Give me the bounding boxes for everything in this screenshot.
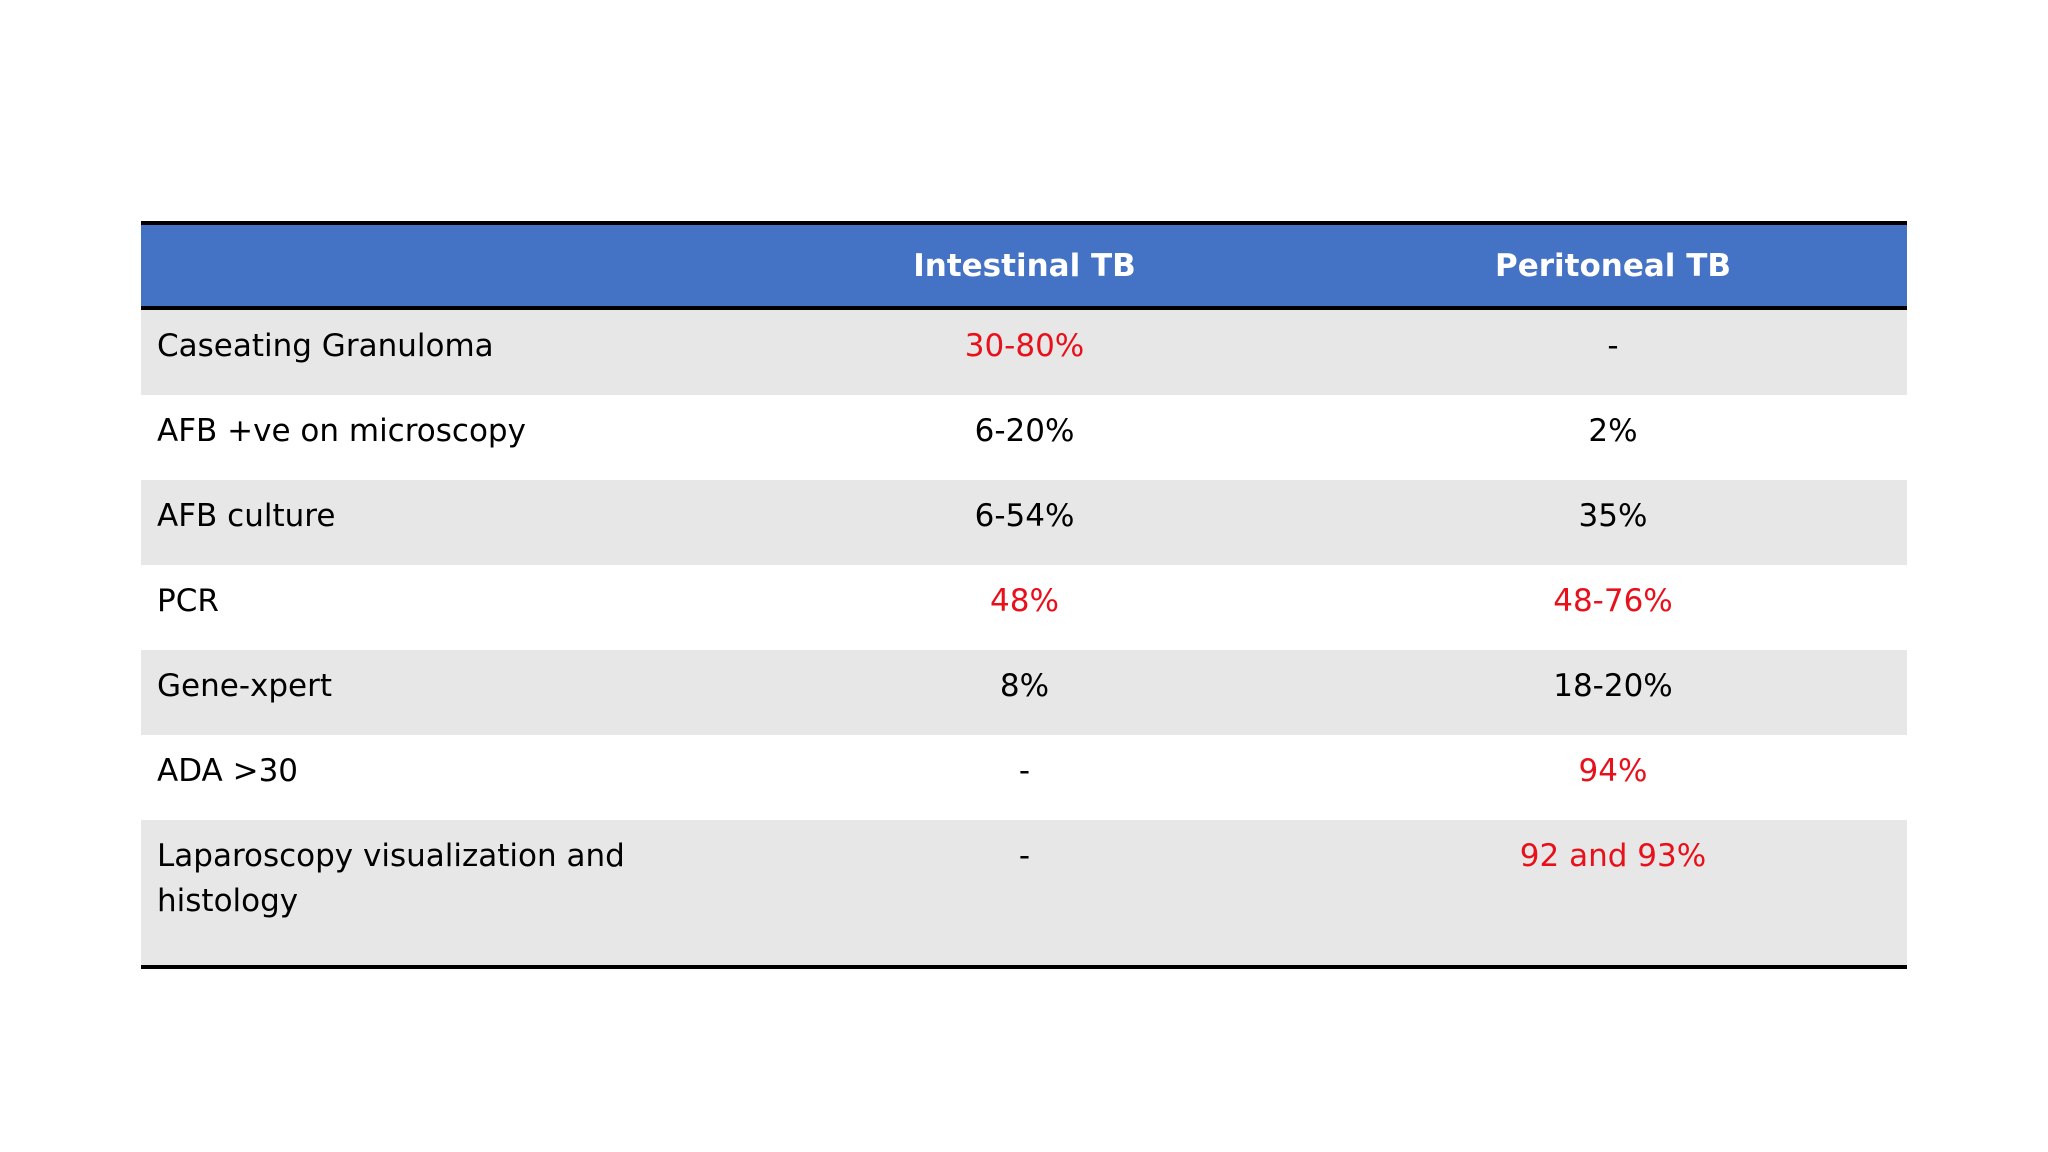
row-label: PCR xyxy=(157,583,219,619)
data-table: Intestinal TB Peritoneal TB Caseating Gr… xyxy=(141,221,1907,969)
table-row: Laparoscopy visualization and histology -… xyxy=(141,820,1907,967)
table-row: AFB +ve on microscopy 6-20% 2% xyxy=(141,395,1907,480)
table-cell: 2% xyxy=(1588,413,1638,449)
table-cell: 30-80% xyxy=(730,308,1319,395)
table-row: AFB culture 6-54% 35% xyxy=(141,480,1907,565)
row-label: ADA >30 xyxy=(157,753,299,789)
row-label: Laparoscopy visualization and histology xyxy=(141,820,730,967)
header-cell: Peritoneal TB xyxy=(1319,223,1907,310)
row-label: AFB culture xyxy=(141,480,730,565)
table-cell: - xyxy=(730,820,1319,967)
table-cell: 35% xyxy=(1319,480,1907,565)
table-cell: 48-76% xyxy=(1553,583,1673,619)
table-cell: - xyxy=(1018,753,1031,789)
table-cell: 6-20% xyxy=(974,413,1075,449)
table-cell: 8% xyxy=(730,650,1319,735)
table-body: Caseating Granuloma 30-80% - AFB +ve on mic… xyxy=(141,308,1907,967)
table-cell: 92 and 93% xyxy=(1319,820,1907,967)
table-cell: 48% xyxy=(990,583,1059,619)
table-row: Caseating Granuloma 30-80% - xyxy=(141,308,1907,395)
table-row: PCR 48% 48-76% xyxy=(141,565,1907,650)
header-cell: Intestinal TB xyxy=(730,223,1319,310)
table-row: ADA >30 - 94% xyxy=(141,735,1907,820)
row-label: AFB +ve on microscopy xyxy=(157,413,526,449)
header-cell-empty xyxy=(141,223,730,310)
table-cell: - xyxy=(1319,308,1907,395)
table-row: Gene-xpert 8% 18-20% xyxy=(141,650,1907,735)
row-label: Caseating Granuloma xyxy=(141,308,730,395)
table-cell: 18-20% xyxy=(1319,650,1907,735)
header-row: Intestinal TB Peritoneal TB xyxy=(141,223,1907,310)
table-cell: 94% xyxy=(1578,753,1648,789)
table-cell: 6-54% xyxy=(730,480,1319,565)
row-label: Gene-xpert xyxy=(141,650,730,735)
